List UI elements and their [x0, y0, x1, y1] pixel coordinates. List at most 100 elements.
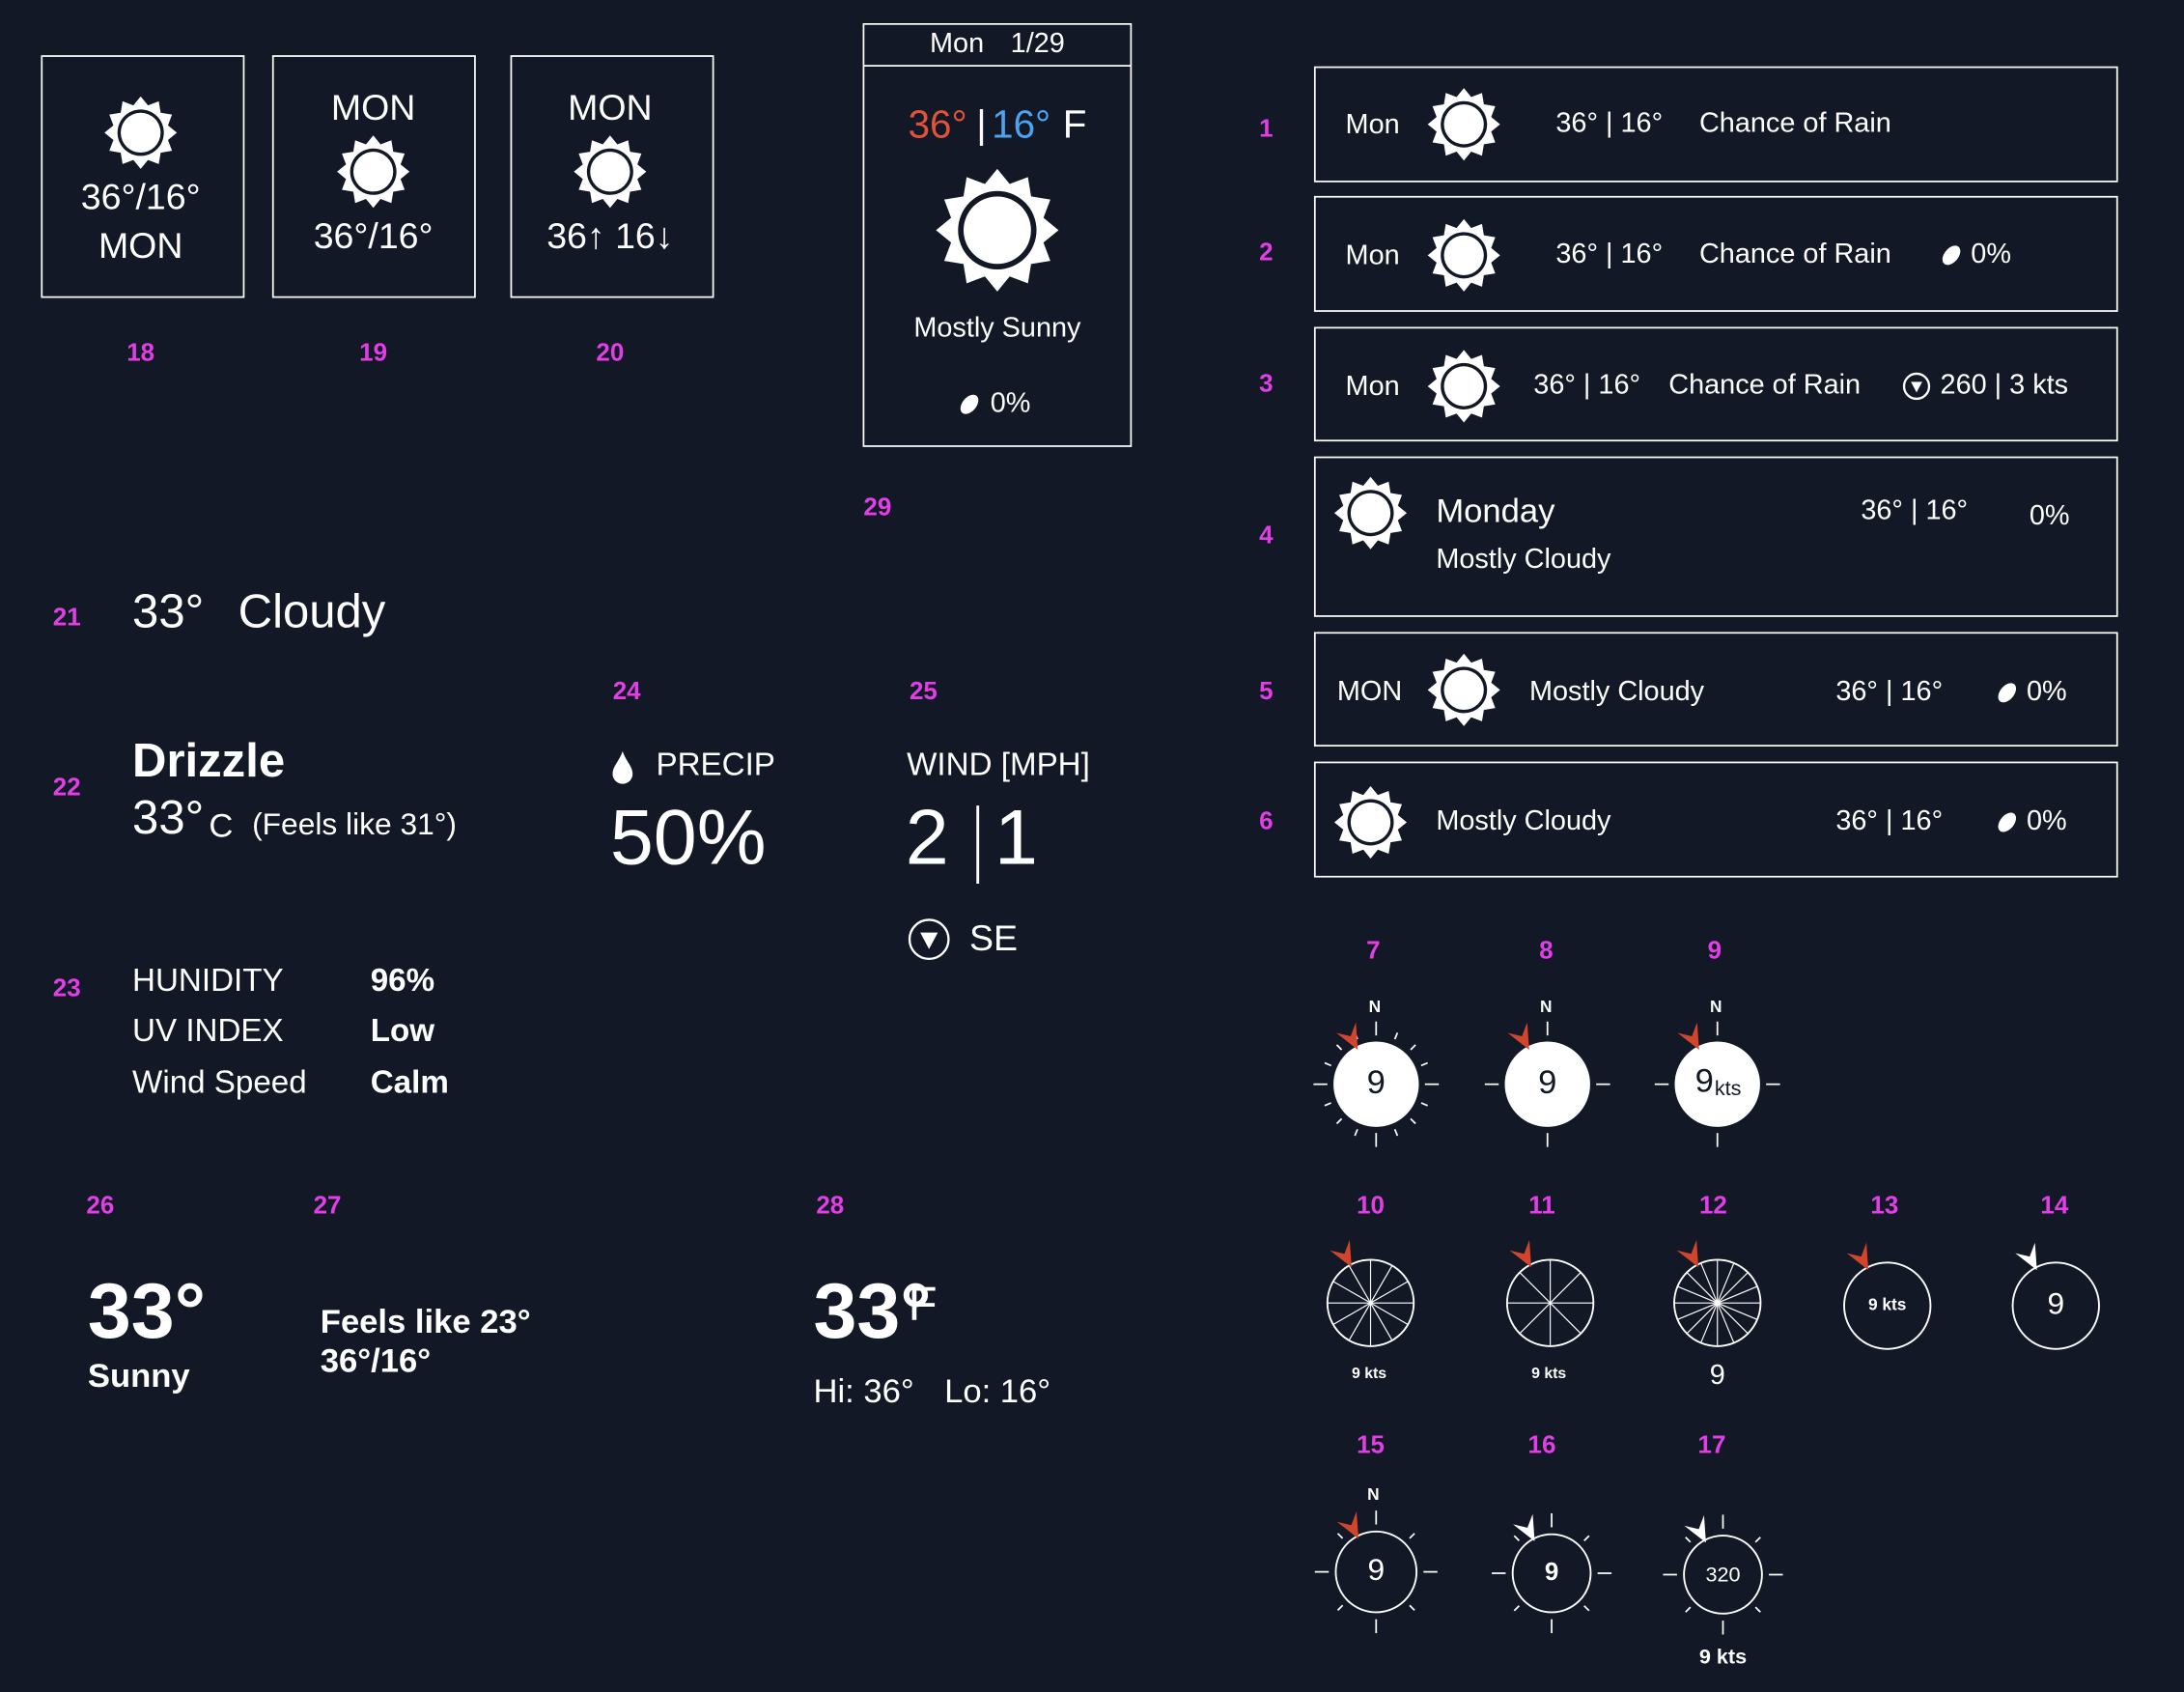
wind-arrow	[1330, 1239, 1352, 1268]
widget-number: 6	[1259, 805, 1273, 834]
widget-number: 5	[1259, 676, 1273, 705]
drop-icon	[612, 750, 633, 784]
widget-text: 2	[906, 794, 949, 881]
widget-text: 9	[2047, 1285, 2064, 1320]
compass-spoke	[1370, 1281, 1409, 1304]
widget-number: 11	[1528, 1190, 1554, 1219]
compass-spoke	[1332, 1302, 1371, 1326]
sun-icon	[1350, 493, 1391, 533]
compass-spoke	[1677, 1302, 1718, 1320]
widget-number: 25	[910, 676, 938, 705]
compass-spoke	[1370, 1265, 1393, 1304]
compass-tick	[1583, 1535, 1590, 1541]
widget-text: Chance of Rain	[1699, 239, 1891, 269]
compass-spoke	[1700, 1262, 1719, 1304]
compass-tick	[1354, 1129, 1358, 1137]
widget-text: PRECIP	[656, 747, 774, 783]
wind-arrow	[1676, 1239, 1699, 1268]
widget-text: 36°/16°	[81, 177, 201, 217]
leaf-icon	[1998, 812, 2017, 832]
widget-text: 9	[1367, 1064, 1386, 1101]
frames	[41, 22, 2118, 884]
compass-tick	[1410, 1044, 1416, 1051]
sun-icon	[1443, 366, 1484, 407]
widget-number: 12	[1699, 1190, 1727, 1219]
compass-tick	[1754, 1537, 1761, 1543]
compass-dial	[1843, 1261, 1932, 1350]
widget-text: 9 kts	[1531, 1366, 1566, 1382]
widget-text: Chance of Rain	[1699, 107, 1891, 138]
widget-text: MON	[568, 87, 653, 127]
widget-text: 0%	[1971, 239, 2011, 269]
compass-spoke	[1519, 1272, 1552, 1304]
widget-text: Mostly Cloudy	[1436, 544, 1611, 575]
wind-arrow	[2015, 1242, 2037, 1271]
widget-text: 36° | 16°	[1835, 676, 1943, 707]
card-frame	[271, 55, 476, 298]
compass-tick	[1336, 1533, 1344, 1539]
widget-text: Mostly Cloudy	[1436, 805, 1611, 836]
compass-tick	[1335, 1117, 1343, 1125]
widget-text: 0%	[991, 387, 1031, 418]
widget-text: 0%	[2027, 805, 2067, 836]
row-frame	[1313, 195, 2118, 312]
widget-text: 36° | 16°	[1533, 370, 1640, 401]
widget-number: 18	[126, 338, 154, 367]
widget-number: 7	[1366, 935, 1380, 964]
widget-text: 1	[994, 794, 1038, 881]
compass-spoke	[1686, 1302, 1719, 1335]
widget-text: Monday	[1436, 493, 1555, 529]
compass-tick	[1409, 1533, 1415, 1539]
row-frame	[1313, 761, 2118, 878]
widget-number: 26	[86, 1190, 114, 1219]
widget-number: 15	[1357, 1430, 1385, 1459]
widget-text: SE	[969, 917, 1018, 958]
row-frame	[1313, 456, 2118, 617]
compass-dial	[1334, 1530, 1418, 1614]
widget-text: MON	[1337, 676, 1402, 707]
widget-text: C	[209, 807, 233, 844]
widget-number: 13	[1870, 1190, 1898, 1219]
widget-text: F	[1063, 101, 1087, 146]
widget-text: 33°	[88, 1268, 206, 1355]
widget-text: Feels like 23°	[321, 1304, 531, 1340]
widget-text: 96%	[371, 963, 434, 999]
widget-text: 9 kts	[1699, 1645, 1747, 1669]
widget-text: 36°/16°	[314, 215, 434, 256]
widget-text: 33°	[132, 792, 204, 844]
widget-text: 9	[1710, 1360, 1725, 1391]
widget-number: 1	[1259, 113, 1273, 142]
compass-tick	[1513, 1605, 1521, 1612]
compass-spoke	[1550, 1302, 1582, 1335]
widget-text: Mon	[1346, 109, 1400, 140]
widget-text: N	[1540, 997, 1553, 1016]
sun-icon	[963, 196, 1031, 265]
nav-icon	[908, 918, 950, 961]
nav-icon	[1911, 381, 1922, 393]
widget-text: Mon	[930, 28, 984, 59]
wind-arrow	[1335, 1022, 1358, 1051]
widget-number: 8	[1539, 935, 1553, 964]
compass-tick	[1324, 1102, 1331, 1107]
wind-arrow	[1513, 1513, 1535, 1541]
widget-number: 2	[1259, 238, 1273, 267]
widget-text: 0%	[2030, 500, 2070, 531]
widget-text: UV INDEX	[132, 1013, 284, 1049]
widget-text: 36↑ 16↓	[546, 215, 673, 256]
widget-text: N	[1710, 997, 1722, 1016]
sun-icon	[1443, 235, 1484, 275]
widget-number: 16	[1528, 1430, 1556, 1459]
compass-tick	[1393, 1129, 1399, 1137]
compass-spoke	[1686, 1272, 1719, 1304]
sun-icon	[1350, 802, 1391, 843]
widget-number: 24	[613, 676, 641, 705]
widget-text: 50%	[610, 794, 767, 881]
wind-arrow	[1507, 1022, 1529, 1051]
compass-spoke	[1348, 1302, 1372, 1341]
widget-text: Sunny	[88, 1358, 191, 1395]
widget-text: 36° | 16°	[1835, 805, 1943, 836]
compass-tick	[1410, 1117, 1416, 1125]
compass-tick	[1754, 1606, 1761, 1613]
widget-text: 36° | 16°	[1861, 494, 1968, 525]
